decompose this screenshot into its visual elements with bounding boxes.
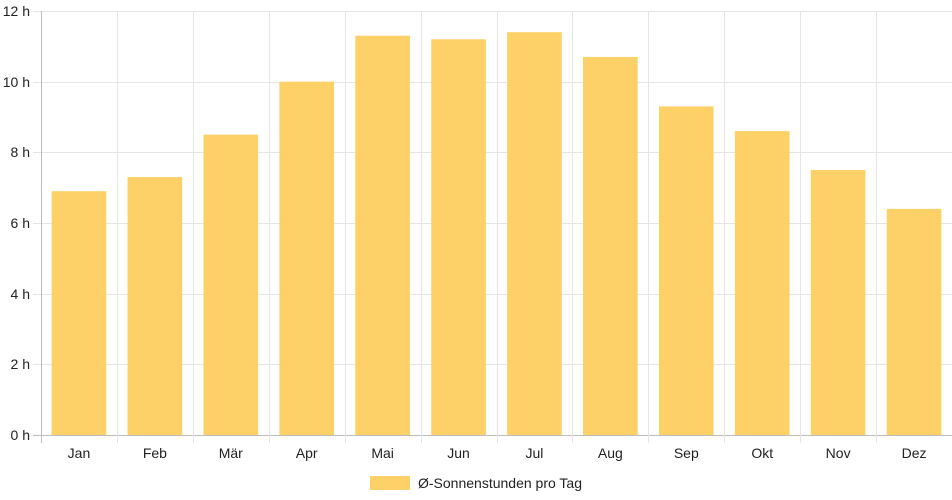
x-tick-label: Apr (296, 445, 318, 461)
x-tick-label: Jul (526, 445, 544, 461)
bar[interactable] (203, 134, 259, 435)
bar[interactable] (127, 177, 183, 436)
bar[interactable] (279, 81, 335, 436)
bar[interactable] (886, 208, 942, 435)
bar-chart: 0 h2 h4 h6 h8 h10 h12 h Jan Feb Mär Apr Mai J… (3, 3, 952, 461)
x-tick-label: Okt (751, 445, 773, 461)
x-tick-label: Sep (674, 445, 699, 461)
y-tick-label: 0 h (11, 427, 30, 443)
bar[interactable] (51, 191, 107, 435)
bar[interactable] (734, 131, 790, 435)
x-tick-label: Dez (902, 445, 927, 461)
x-tick-label: Mär (219, 445, 243, 461)
bar[interactable] (658, 106, 714, 436)
y-tick-label: 10 h (3, 74, 30, 90)
y-tick-label: 8 h (11, 144, 30, 160)
x-tick-label: Mai (371, 445, 394, 461)
y-axis-ticks: 0 h 2 h 4 h 6 h 8 h 10 h 12 h (3, 3, 30, 443)
x-tick-label: Aug (598, 445, 623, 461)
legend[interactable]: Ø-Sonnenstunden pro Tag (0, 470, 952, 496)
bar[interactable] (431, 39, 486, 436)
x-tick-label: Feb (143, 445, 167, 461)
x-tick-label: Nov (826, 445, 851, 461)
x-axis-ticks: Jan Feb Mär Apr Mai Jun Jul Aug Sep Okt Nov Dez (68, 445, 927, 461)
y-tick-label: 12 h (3, 3, 30, 19)
chart-bars (51, 32, 942, 436)
legend-label: Ø-Sonnenstunden pro Tag (418, 475, 582, 491)
chart-grid (33, 11, 952, 443)
y-tick-label: 4 h (11, 286, 30, 302)
legend-swatch (370, 476, 410, 490)
bar[interactable] (583, 56, 638, 435)
bar[interactable] (507, 32, 562, 435)
y-tick-label: 6 h (11, 215, 30, 231)
y-tick-label: 2 h (11, 356, 30, 372)
x-tick-label: Jan (68, 445, 91, 461)
bar[interactable] (355, 35, 410, 435)
x-tick-label: Jun (447, 445, 470, 461)
bar[interactable] (810, 170, 866, 435)
